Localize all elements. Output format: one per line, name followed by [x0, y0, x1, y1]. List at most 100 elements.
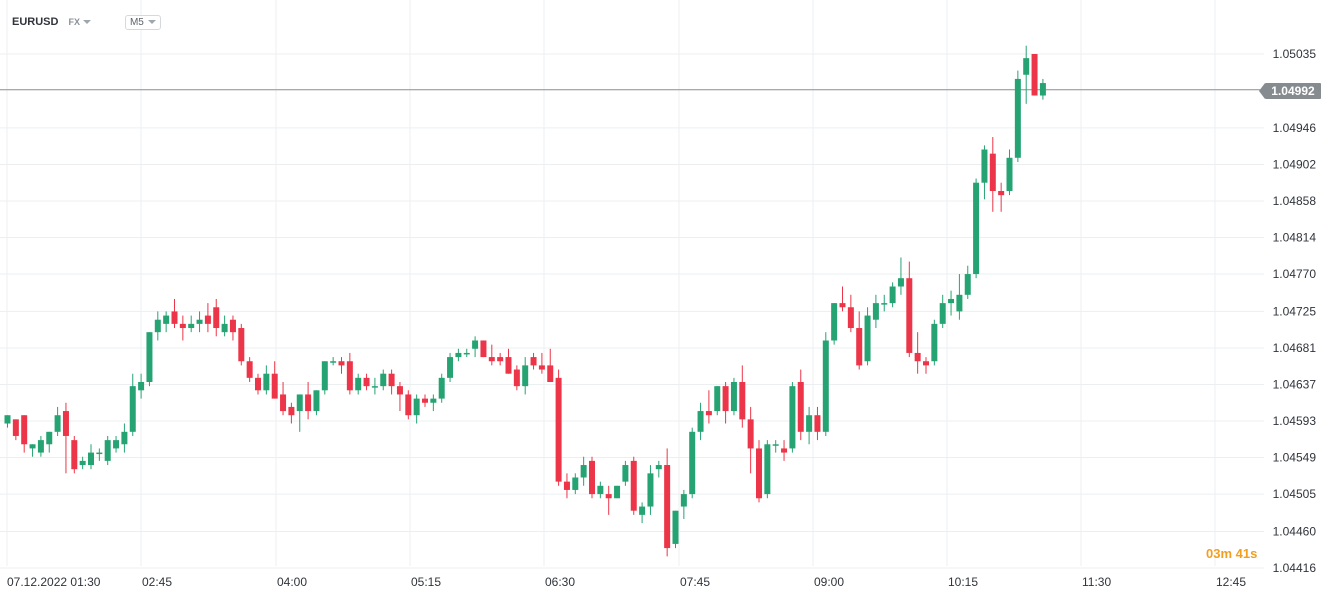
x-tick-label: 11:30	[1082, 575, 1111, 589]
x-tick-label: 10:15	[948, 575, 978, 589]
candle-body	[864, 315, 871, 362]
candle-body	[138, 381, 145, 391]
candle-body	[547, 365, 554, 382]
candle-body	[12, 419, 19, 436]
candle-body	[956, 294, 963, 312]
candle-body	[789, 386, 796, 449]
symbol-name[interactable]: EURUSD	[12, 16, 59, 28]
y-tick-label: 1.04593	[1273, 414, 1317, 428]
y-tick-label: 1.04770	[1273, 267, 1317, 281]
candle-body	[288, 406, 295, 416]
candle-body	[973, 182, 980, 275]
candle-body	[263, 373, 270, 391]
candle-body	[563, 481, 570, 490]
candle-body	[513, 369, 520, 387]
candle-body	[739, 381, 746, 420]
candle-body	[797, 381, 804, 432]
y-tick-label: 1.04858	[1273, 194, 1317, 208]
y-tick-label: 1.04460	[1273, 524, 1317, 538]
candle-body	[1031, 54, 1038, 96]
chevron-down-icon	[147, 20, 156, 24]
candle-body	[989, 153, 996, 192]
candle-body	[79, 460, 86, 466]
candle-body	[280, 394, 287, 412]
candle-body	[113, 440, 120, 449]
candle-body	[781, 448, 788, 453]
x-tick-label: 06:30	[545, 575, 575, 589]
candle-body	[772, 444, 779, 446]
candle-body	[37, 440, 44, 453]
x-tick-label: 02:45	[142, 575, 172, 589]
candle-body	[188, 323, 195, 329]
candle-body	[1014, 78, 1021, 158]
candle-body	[530, 357, 537, 366]
y-tick-label: 1.04505	[1273, 487, 1317, 501]
candle-body	[455, 352, 462, 358]
timeframe-select[interactable]: M5	[124, 14, 161, 30]
y-tick-label: 1.04416	[1273, 561, 1317, 575]
candle-body	[196, 319, 203, 324]
candle-body	[589, 460, 595, 495]
candle-body	[238, 328, 245, 362]
candle-body	[396, 386, 403, 395]
candle-body	[129, 386, 136, 432]
candle-body	[689, 431, 696, 495]
candle-body	[346, 361, 353, 391]
candle-body	[655, 465, 662, 470]
candle-body	[730, 381, 737, 412]
candle-body	[71, 440, 78, 470]
candle-body	[463, 352, 470, 355]
y-tick-label: 1.04549	[1273, 451, 1317, 465]
candle-body	[296, 394, 303, 412]
candle-body	[647, 473, 654, 507]
symbol-type-label: FX	[68, 17, 80, 27]
candle-body	[889, 286, 896, 304]
timeframe-label: M5	[129, 16, 144, 28]
candle-body	[330, 361, 337, 363]
candle-body	[422, 398, 428, 403]
candle-body	[480, 340, 487, 358]
candle-body	[380, 373, 387, 387]
chevron-down-icon	[82, 20, 91, 24]
candle-body	[171, 311, 178, 324]
candle-body	[255, 377, 261, 391]
candle-body	[705, 411, 712, 416]
candle-body	[639, 506, 646, 515]
symbol-type-dropdown[interactable]: FX	[68, 17, 91, 27]
candle-body	[121, 431, 128, 445]
y-tick-label: 1.04681	[1273, 341, 1317, 355]
candle-body	[4, 415, 11, 424]
x-tick-label: 07.12.2022 01:30	[7, 575, 101, 589]
candle-body	[154, 319, 161, 333]
candle-body	[221, 323, 228, 333]
x-tick-label: 09:00	[814, 575, 844, 589]
candle-body	[313, 390, 320, 412]
candle-body	[697, 411, 704, 432]
candle-body	[488, 357, 495, 362]
candle-body	[538, 365, 545, 370]
candle-body	[21, 415, 28, 445]
candle-body	[664, 465, 671, 549]
candle-body	[405, 394, 412, 416]
candle-body	[931, 323, 938, 362]
candle-body	[371, 386, 378, 388]
candle-body	[413, 398, 420, 416]
candle-body	[505, 357, 512, 374]
candle-body	[847, 307, 854, 329]
candle-body	[923, 361, 929, 366]
candle-body	[29, 444, 36, 449]
candle-body	[62, 411, 69, 436]
x-tick-label: 05:15	[411, 575, 441, 589]
candle-body	[305, 394, 312, 412]
candle-body	[714, 386, 721, 412]
candle-body	[271, 373, 278, 399]
candle-body	[597, 485, 604, 495]
candle-body	[580, 465, 587, 478]
candle-body	[88, 452, 94, 466]
y-tick-label: 1.04637	[1273, 377, 1317, 391]
candle-body	[764, 444, 771, 495]
candle-body	[839, 303, 846, 308]
x-tick-label: 12:45	[1216, 575, 1246, 589]
candle-body	[363, 377, 370, 387]
